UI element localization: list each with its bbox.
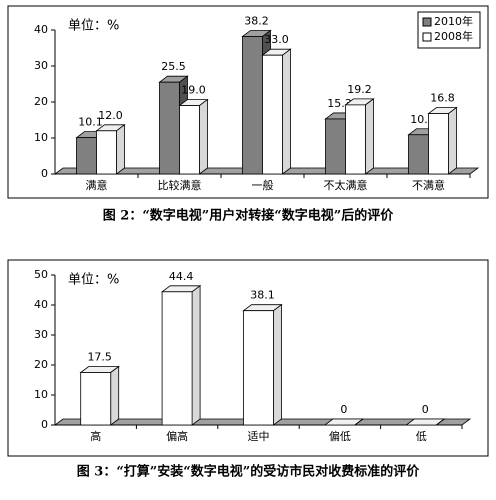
bar-front	[428, 113, 449, 175]
value-label: 19.2	[347, 83, 372, 96]
x-tick-label: 不太满意	[324, 178, 368, 192]
value-label: 19.0	[181, 84, 206, 97]
bar-side	[273, 303, 282, 426]
value-label: 0	[422, 403, 429, 416]
bar-side	[110, 365, 120, 426]
bar-front	[161, 291, 193, 426]
y-tick-label: 40	[34, 23, 48, 36]
bar-side	[436, 418, 445, 426]
unit-note: 单位：%	[68, 273, 119, 288]
bar-front	[242, 36, 263, 175]
bar-front	[262, 54, 283, 175]
value-label: 16.8	[430, 92, 455, 105]
y-tick-label: 10	[34, 131, 48, 144]
bar	[427, 106, 458, 175]
bar-side	[116, 124, 125, 175]
value-label: 44.4	[169, 270, 194, 283]
legend-swatch	[422, 32, 432, 42]
value-label: 38.2	[244, 14, 269, 27]
bar	[79, 365, 120, 426]
bar-side	[365, 98, 374, 175]
legend-label: 2008年	[434, 29, 473, 43]
x-tick-label: 满意	[86, 178, 108, 192]
bar	[95, 124, 126, 175]
y-tick-label: 20	[34, 358, 48, 371]
bar	[242, 303, 283, 426]
bar	[261, 48, 292, 175]
x-tick-label: 高	[90, 429, 101, 443]
bar-front	[80, 372, 112, 426]
x-tick-label: 一般	[252, 179, 274, 192]
bar	[160, 284, 202, 426]
value-label: 38.1	[250, 289, 275, 302]
x-tick-label: 低	[416, 430, 427, 443]
value-label: 10.1	[78, 116, 103, 129]
y-tick-label: 30	[34, 59, 48, 72]
chart-title: 图 3：“打算”安装“数字电视”的受访市民对收费标准的评价	[77, 464, 420, 480]
value-label: 25.5	[161, 60, 186, 73]
value-label: 12.0	[98, 109, 123, 122]
bar-front	[96, 130, 117, 175]
bar-side	[448, 106, 457, 175]
y-tick-label: 50	[34, 268, 48, 281]
x-tick-label: 不满意	[412, 178, 445, 192]
bar-front	[159, 81, 180, 175]
legend-swatch	[422, 17, 432, 27]
y-tick-label: 0	[41, 418, 48, 431]
y-tick-label: 40	[34, 298, 48, 311]
x-tick-label: 适中	[248, 430, 270, 443]
x-tick-label: 偏低	[329, 429, 351, 443]
value-label: 17.5	[87, 351, 112, 364]
unit-note: 单位：%	[68, 19, 119, 34]
bar-front	[243, 310, 274, 426]
bar-side	[354, 418, 364, 426]
y-tick-label: 30	[34, 328, 48, 341]
bar	[178, 98, 209, 175]
legend-label: 2010年	[434, 14, 473, 28]
value-label: 33.0	[264, 33, 289, 46]
y-tick-label: 20	[34, 95, 48, 108]
bar-side	[191, 284, 201, 426]
chart-title: 图 2：“数字电视”用户对转接“数字电视”后的评价	[103, 208, 394, 224]
bar-front	[345, 104, 366, 175]
bar	[405, 418, 446, 426]
bar-side	[199, 98, 208, 175]
x-tick-label: 比较满意	[158, 178, 202, 192]
bar-front	[325, 118, 346, 175]
bar	[344, 98, 375, 175]
y-tick-label: 10	[34, 388, 48, 401]
bar-front	[408, 134, 429, 175]
bar	[323, 418, 365, 426]
bar-side	[282, 48, 291, 175]
y-tick-label: 0	[41, 167, 48, 180]
value-label: 0	[340, 403, 347, 416]
x-tick-label: 偏高	[166, 429, 188, 443]
bar-front	[76, 137, 97, 175]
bar-front	[179, 105, 200, 175]
